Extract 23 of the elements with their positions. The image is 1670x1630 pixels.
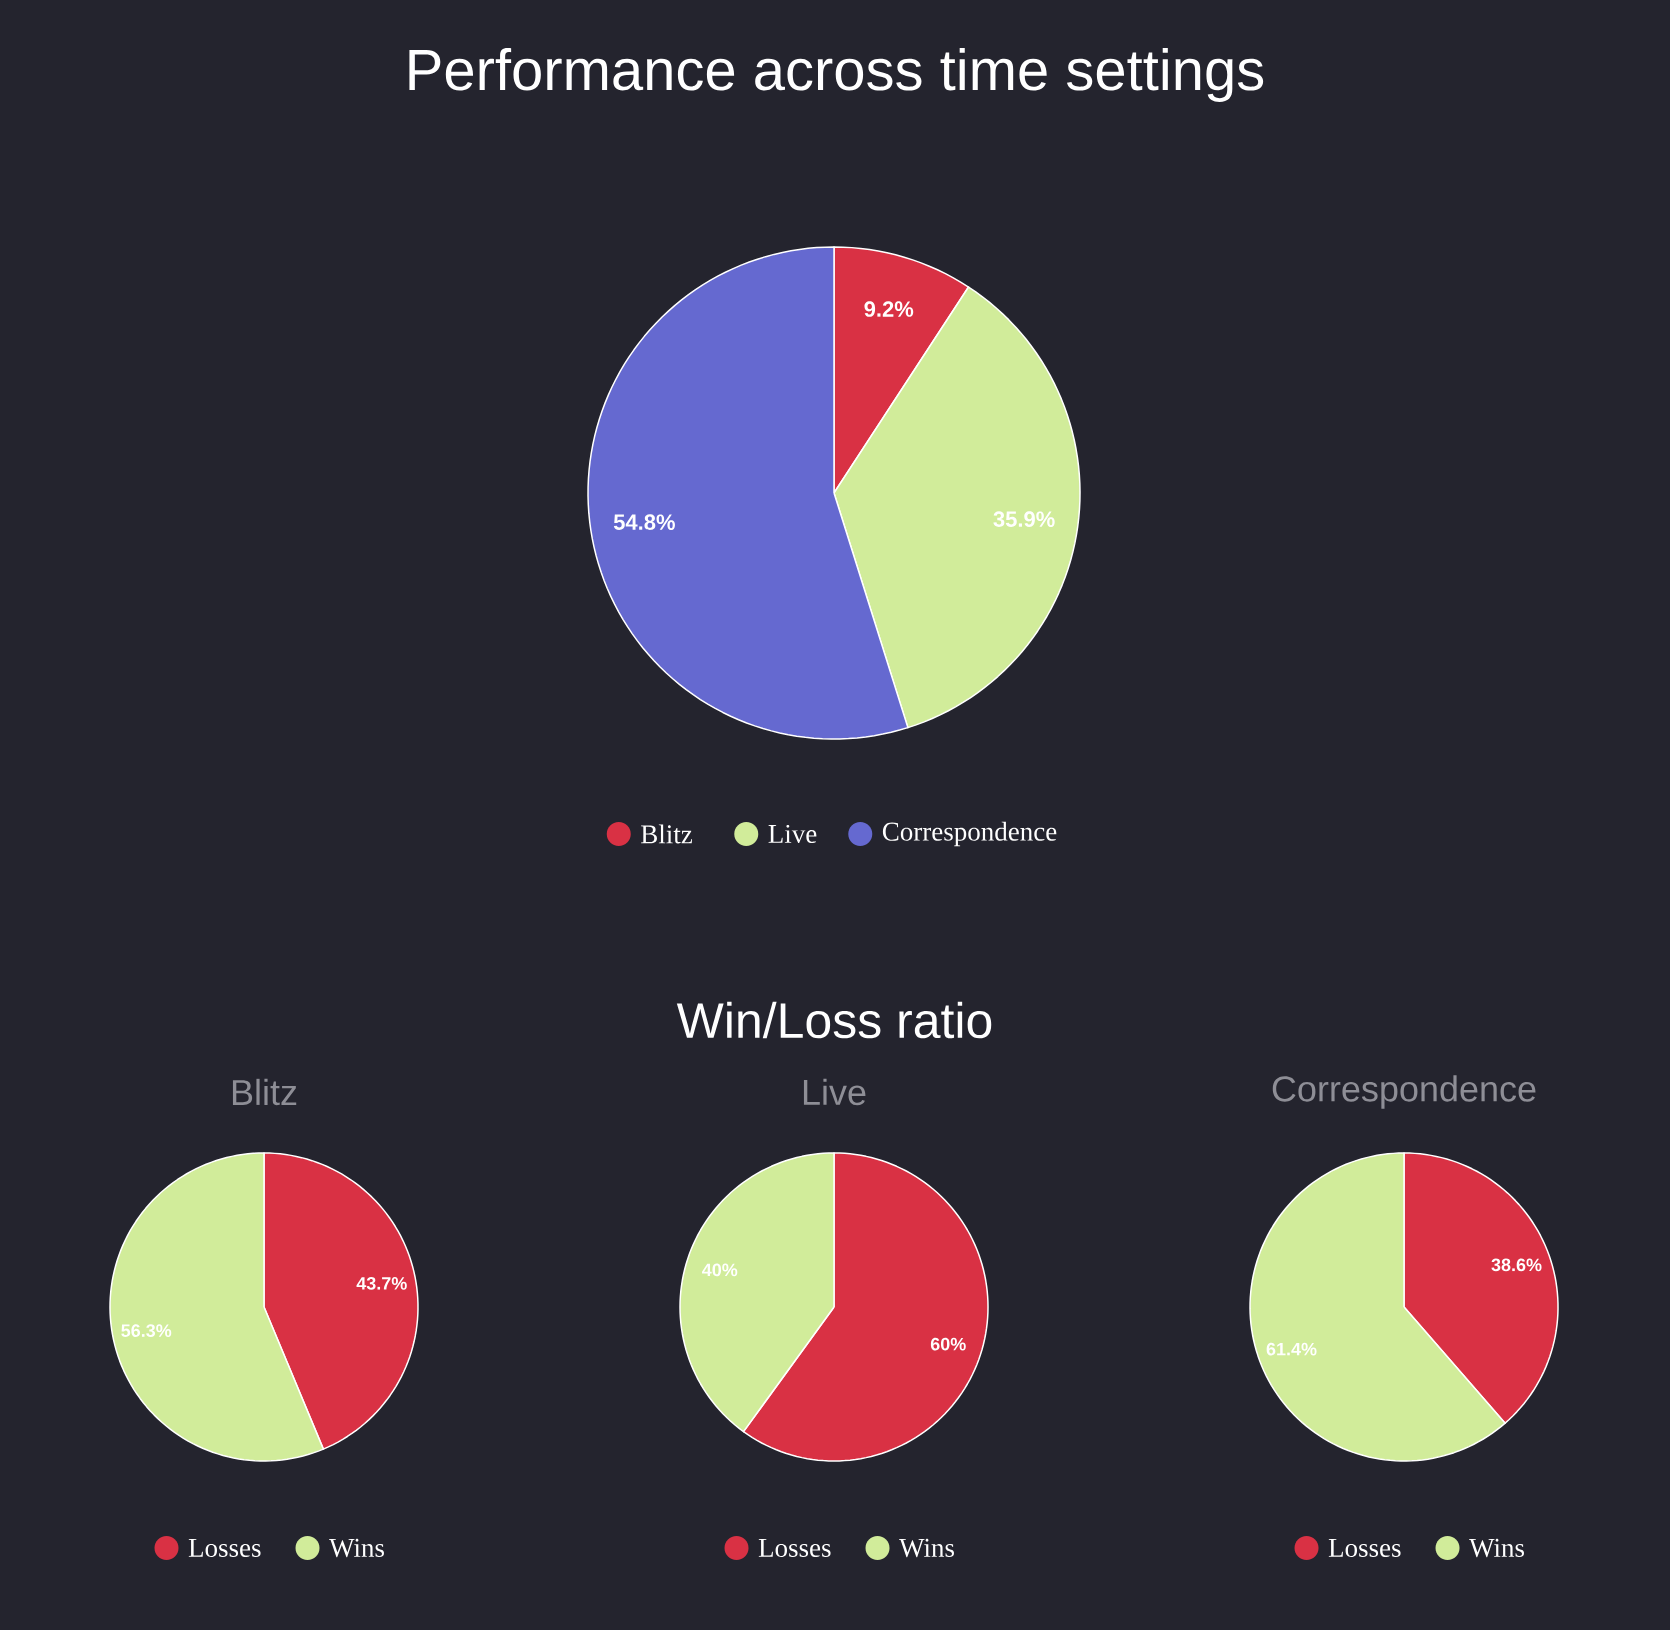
- chart-subtitle: Blitz: [232, 1078, 297, 1106]
- legend-label: Wins: [1469, 1538, 1524, 1558]
- data-label: 43.7%: [356, 1276, 407, 1290]
- legend-label: Blitz: [641, 824, 693, 844]
- data-label: 56.3%: [121, 1324, 172, 1338]
- text: Win/Loss ratio: [676, 1001, 992, 1039]
- legend-label: Losses: [758, 1539, 831, 1557]
- legend-label: Losses: [188, 1539, 261, 1557]
- data-label: 9.2%: [864, 301, 914, 317]
- legend-label: Wins: [899, 1538, 954, 1558]
- data-label: 60%: [930, 1337, 966, 1351]
- data-label: 40%: [702, 1263, 738, 1277]
- chart-subtitle: Correspondence: [1272, 1075, 1536, 1109]
- chart-title: Performance across time settings: [409, 47, 1264, 102]
- data-label: 61.4%: [1266, 1342, 1317, 1356]
- legend-label: Correspondence: [882, 821, 1057, 847]
- data-label: 35.9%: [993, 511, 1055, 527]
- legend-label: Live: [768, 824, 817, 844]
- chart-subtitle: Live: [803, 1078, 866, 1106]
- legend-label: Wins: [329, 1538, 384, 1558]
- legend-label: Losses: [1328, 1539, 1401, 1557]
- data-label: 54.8%: [613, 514, 675, 530]
- data-label: 38.6%: [1491, 1258, 1542, 1272]
